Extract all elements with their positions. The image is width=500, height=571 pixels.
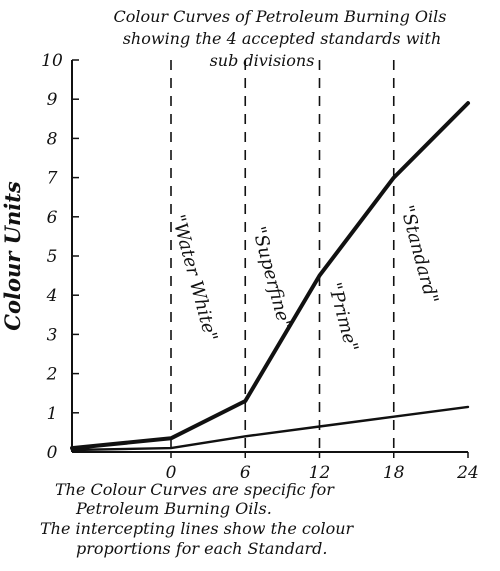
y-tick-label: 6 bbox=[47, 208, 58, 228]
caption-line-4: proportions for each Standard. bbox=[76, 539, 327, 558]
x-tick-label: 6 bbox=[240, 463, 251, 483]
upper-colour-curve bbox=[70, 101, 470, 451]
standard-dividers bbox=[170, 60, 395, 452]
band-label: "Water White" bbox=[167, 213, 221, 344]
caption-line-1: The Colour Curves are specific for bbox=[55, 480, 335, 499]
x-tick-label: 12 bbox=[309, 463, 331, 483]
title-line-3: sub divisions bbox=[210, 51, 315, 70]
y-tick-label: 2 bbox=[46, 365, 58, 385]
chart-title: Colour Curves of Petroleum Burning Oils … bbox=[113, 7, 446, 70]
y-tick-label: 3 bbox=[47, 325, 58, 345]
y-axis-label: Colour Units bbox=[0, 181, 25, 331]
x-tick-label: 24 bbox=[456, 463, 479, 483]
band-label: "Standard" bbox=[396, 203, 442, 306]
title-line-2: showing the 4 accepted standards with bbox=[123, 29, 442, 48]
y-axis-label-group: Colour Units bbox=[0, 181, 25, 331]
y-tick-label: 0 bbox=[47, 443, 58, 463]
y-tick-label: 1 bbox=[47, 404, 58, 424]
caption-line-2: Petroleum Burning Oils. bbox=[75, 499, 272, 518]
x-tick-label: 0 bbox=[166, 463, 177, 483]
y-tick-label: 7 bbox=[47, 169, 58, 189]
y-tick-label: 10 bbox=[41, 51, 63, 71]
y-tick-label: 4 bbox=[46, 286, 58, 306]
chart-caption: The Colour Curves are specific for Petro… bbox=[40, 480, 355, 558]
band-label: "Superfine" bbox=[248, 224, 296, 331]
band-label: "Prime" bbox=[324, 280, 363, 354]
title-line-1: Colour Curves of Petroleum Burning Oils bbox=[113, 7, 446, 26]
y-tick-label: 9 bbox=[47, 90, 58, 110]
series-layer bbox=[70, 101, 470, 452]
y-tick-label: 5 bbox=[47, 247, 58, 267]
band-labels: "Water White" "Superfine" "Prime" "Standard… bbox=[167, 203, 442, 354]
y-tick-label: 8 bbox=[47, 129, 58, 149]
caption-line-3: The intercepting lines show the colour bbox=[40, 519, 355, 538]
lower-colour-curve bbox=[70, 405, 470, 452]
x-tick-label: 18 bbox=[383, 463, 405, 483]
